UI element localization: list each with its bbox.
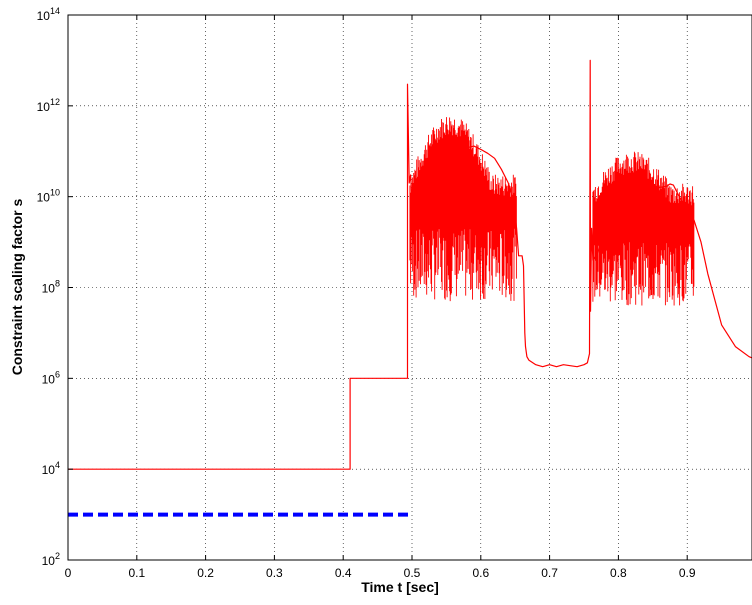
y-tick-label: 102 — [42, 551, 60, 568]
x-tick-label: 0.4 — [335, 566, 352, 580]
y-tick-label: 1012 — [37, 97, 60, 114]
x-tick-label: 0.2 — [197, 566, 214, 580]
y-tick-label: 106 — [42, 369, 60, 386]
x-tick-label: 0.5 — [404, 566, 421, 580]
y-tick-label: 108 — [42, 279, 60, 296]
x-tick-label: 0.6 — [472, 566, 489, 580]
oscillation-band — [409, 117, 517, 302]
x-axis-label: Time t [sec] — [361, 579, 439, 595]
oscillation-band — [592, 151, 695, 306]
y-tick-label: 1010 — [37, 188, 60, 205]
x-tick-label: 0.7 — [541, 566, 558, 580]
x-tick-label: 0.3 — [266, 566, 283, 580]
plot-background — [68, 15, 752, 560]
y-ticks: 102 104 106 108 1010 1012 1014 — [37, 6, 73, 568]
y-tick-label: 1014 — [37, 6, 60, 23]
x-tick-label: 0.9 — [679, 566, 696, 580]
x-tick-label: 0 — [65, 566, 72, 580]
y-tick-label: 104 — [42, 460, 60, 477]
x-tick-label: 0.8 — [610, 566, 627, 580]
y-axis-label: Constraint scaling factor s — [9, 198, 25, 375]
x-tick-label: 0.1 — [128, 566, 145, 580]
x-ticks: 0 0.1 0.2 0.3 0.4 0.5 0.6 0.7 0.8 0.9 — [65, 15, 696, 580]
noise-layer — [409, 117, 695, 306]
